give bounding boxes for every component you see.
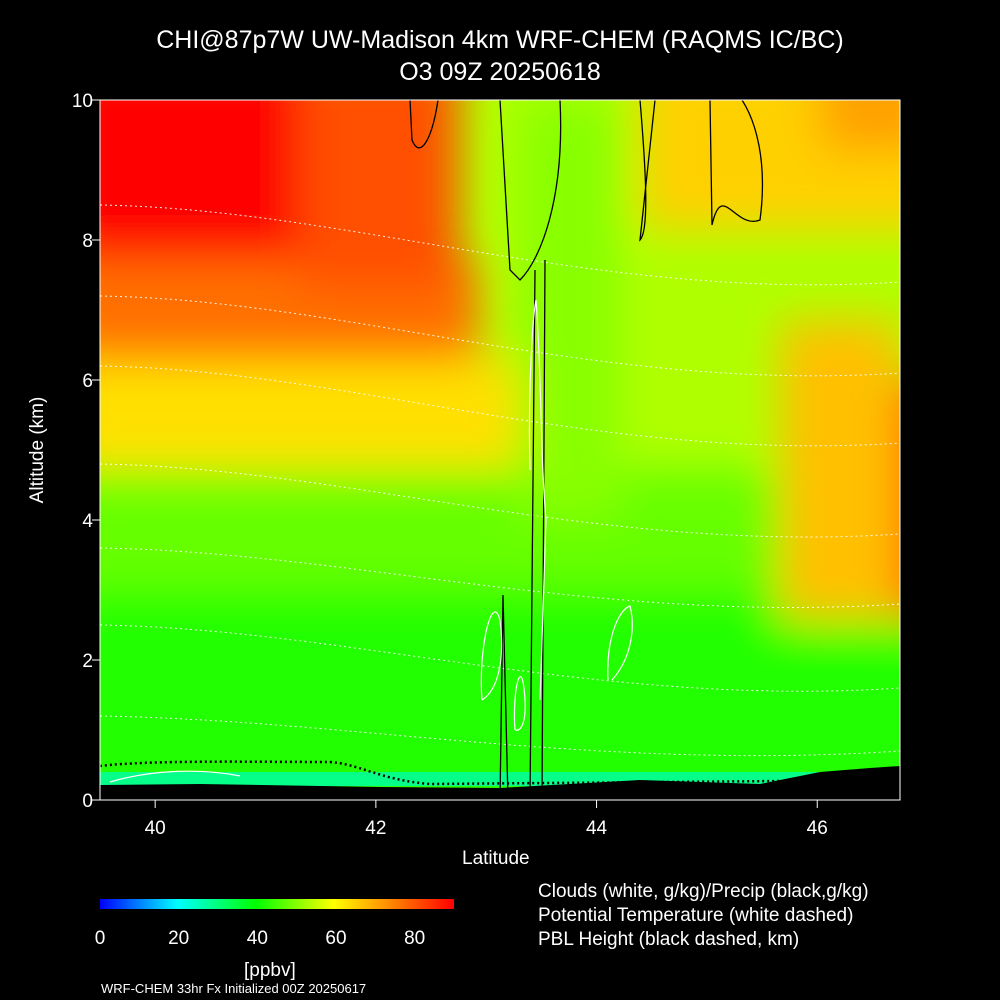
o3-right-mid-yellow (780, 320, 900, 620)
x-tick-label: 40 (145, 818, 166, 839)
y-tick-label: 2 (82, 651, 93, 672)
footer-text: WRF-CHEM 33hr Fx Initialized 00Z 2025061… (101, 981, 367, 996)
y-tick-label: 8 (82, 231, 93, 252)
theta-contour-line (100, 715, 900, 757)
cloud-contour-right (607, 605, 633, 681)
precip-contour-low (499, 594, 509, 800)
terrain (100, 766, 900, 800)
colorbar-tick-label: 20 (168, 928, 190, 949)
x-tick-label: 42 (365, 818, 386, 839)
pbl-height-line (100, 760, 900, 786)
theta-contours (100, 204, 900, 757)
o3-mid-left-yellow (100, 360, 520, 470)
x-axis-label: Latitude (462, 848, 530, 869)
precip-contour-left (409, 100, 439, 149)
o3-upper-right-orange (820, 100, 900, 150)
colorbar-tick-label: 60 (325, 928, 347, 949)
y-tick-label: 6 (82, 371, 93, 392)
y-tick-label: 4 (82, 511, 93, 532)
theta-contour-line (100, 547, 900, 608)
colorbar-tick-label: 40 (246, 928, 268, 949)
precip-contour-far (709, 100, 764, 226)
legend-potential-temp: Potential Temperature (white dashed) (538, 905, 854, 926)
colorbar-tick-label: 80 (404, 928, 426, 949)
chart-subtitle: O3 09Z 20250618 (399, 58, 601, 86)
cloud-contour-low-left (480, 611, 503, 701)
y-axis-label: Altitude (km) (27, 396, 48, 504)
o3-mid-lightgreen (100, 470, 900, 590)
cloud-contour-low-mid (513, 676, 526, 731)
chart-title: CHI@87p7W UW-Madison 4km WRF-CHEM (RAQMS… (156, 26, 844, 54)
y-axis-ticks: 0 2 4 6 8 10 (72, 91, 100, 812)
precip-contours (409, 100, 764, 800)
legend-pbl-height: PBL Height (black dashed, km) (538, 929, 800, 950)
y-tick-label: 10 (72, 91, 93, 112)
x-axis-ticks: 40 42 44 46 (145, 800, 828, 839)
o3-upper-left-red (100, 100, 320, 290)
colorbar-unit: [ppbv] (244, 960, 296, 981)
legend-clouds-precip: Clouds (white, g/kg)/Precip (black,g/kg) (538, 881, 869, 902)
o3-upper-left-darkorange (300, 100, 460, 290)
plot-frame (99, 99, 901, 801)
precip-contour-column (529, 259, 546, 800)
precip-contour-main (499, 100, 562, 281)
x-tick-label: 46 (807, 818, 828, 839)
cloud-contour-column (528, 299, 547, 701)
cloud-contours (109, 299, 633, 783)
colorbar (100, 899, 454, 909)
precip-contour-right (639, 100, 656, 242)
y-tick-label: 0 (82, 791, 93, 812)
colorbar-tick-label: 0 (94, 928, 106, 949)
x-tick-label: 44 (586, 818, 608, 839)
cloud-contour-surface (109, 770, 241, 783)
